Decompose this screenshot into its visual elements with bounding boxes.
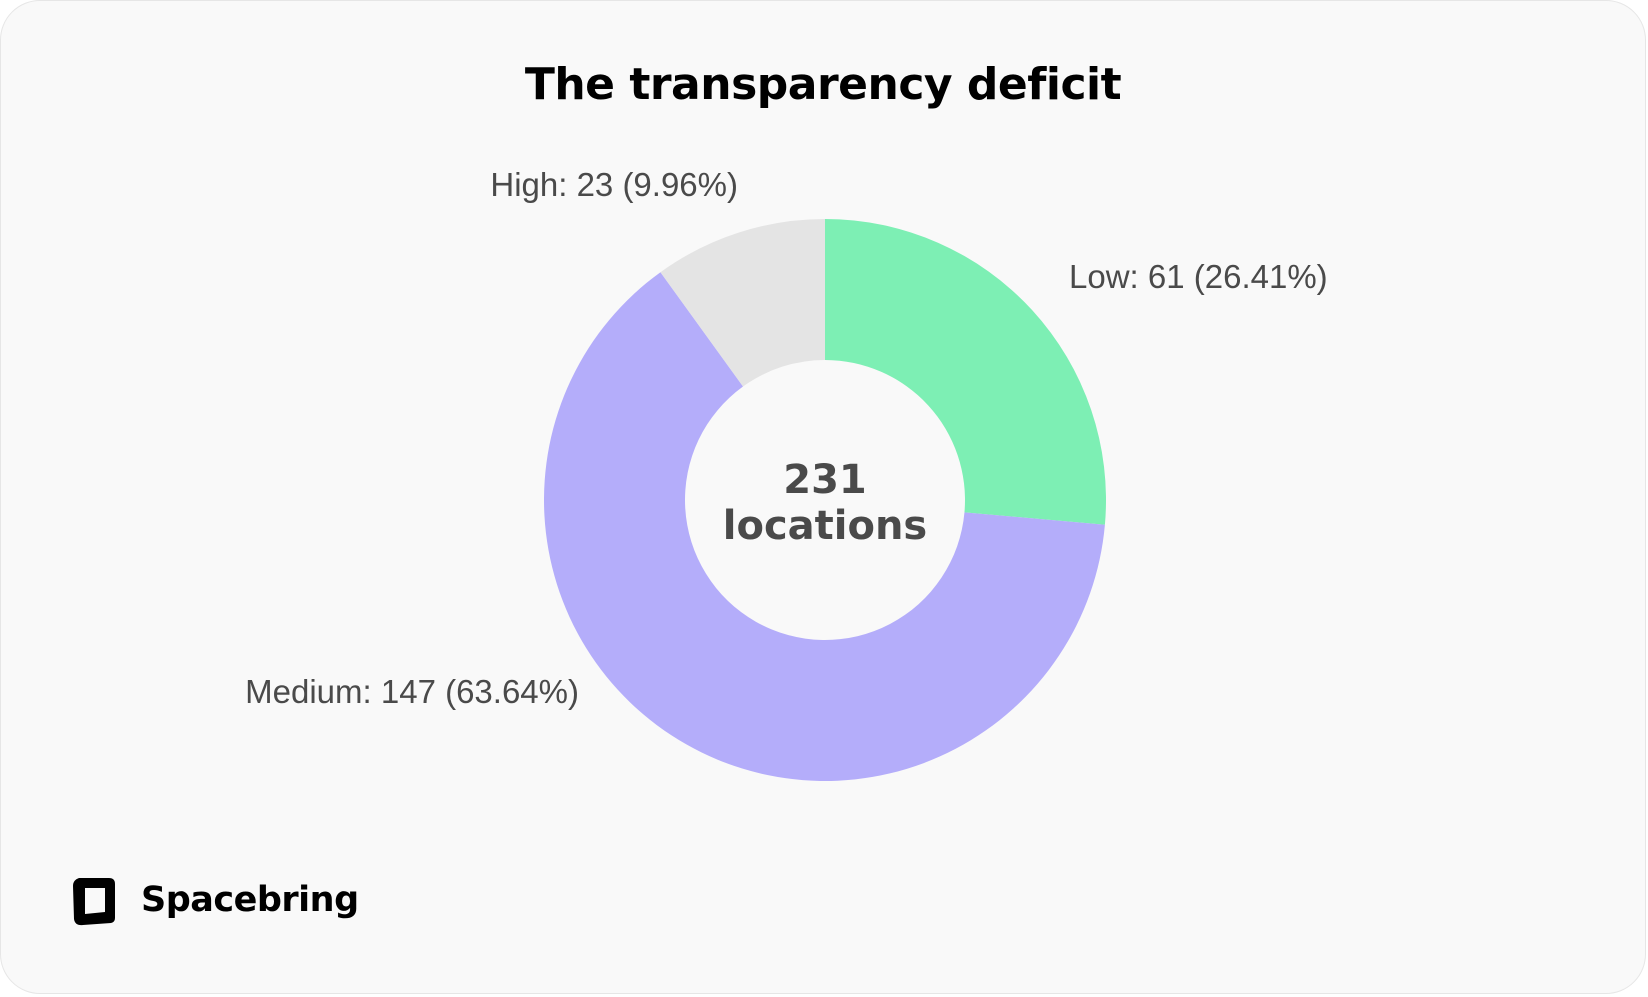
slice-label-low: Low: 61 (26.41%) xyxy=(1069,258,1328,295)
brand: Spacebring xyxy=(71,874,359,926)
center-value: 231 xyxy=(783,457,867,503)
center-unit: locations xyxy=(723,503,928,549)
chart-title: The transparency deficit xyxy=(524,59,1122,110)
donut-slices xyxy=(544,219,1106,781)
slice-label-medium: Medium: 147 (63.64%) xyxy=(245,673,579,710)
slice-high xyxy=(660,219,825,387)
spacebring-logo-icon xyxy=(73,878,115,926)
slice-label-high: High: 23 (9.96%) xyxy=(490,166,738,203)
slice-labels: Low: 61 (26.41%) Medium: 147 (63.64%) High… xyxy=(245,166,1328,710)
slice-low xyxy=(825,219,1106,525)
brand-name: Spacebring xyxy=(141,880,359,920)
slice-medium xyxy=(544,272,1105,781)
